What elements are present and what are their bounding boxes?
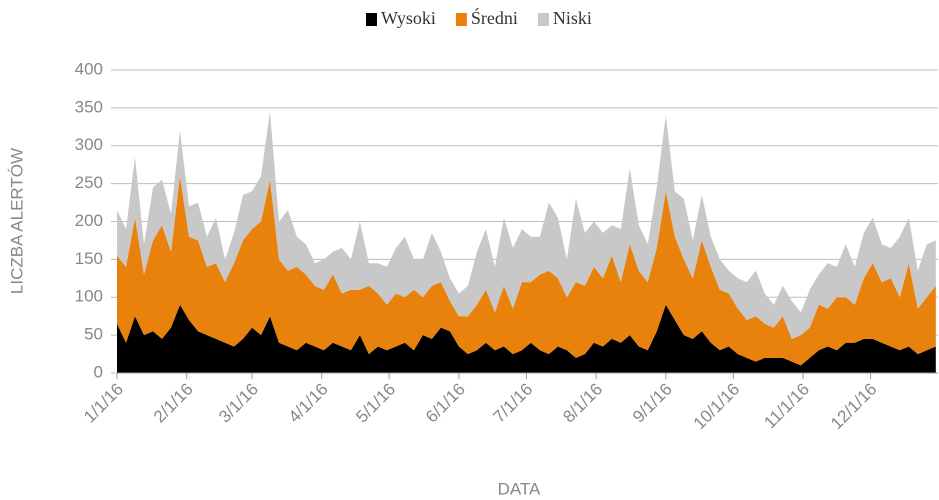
x-tick-label: 2/1/16 [150,380,197,427]
y-tick-label: 350 [75,97,103,116]
x-tick-label: 6/1/16 [422,380,469,427]
x-tick-label: 7/1/16 [490,380,537,427]
y-tick-label: 100 [75,287,103,306]
x-tick-label: 8/1/16 [559,380,606,427]
legend-swatch [455,13,467,26]
area [117,176,936,366]
x-axis-label: DATA [498,479,541,498]
x-tick-label: 5/1/16 [352,380,399,427]
legend-swatch [366,13,377,26]
y-tick-label: 0 [94,362,103,381]
area [117,304,936,373]
y-axis-label: LICZBA ALERTÓW [7,148,26,294]
area [117,111,936,339]
y-tick-label: 400 [75,59,103,78]
legend-label: Niski [553,8,592,28]
y-tick-label: 300 [75,135,103,154]
legend-label: Średni [471,7,518,28]
x-tick-label: 9/1/16 [629,380,676,427]
x-tick-label: 1/1/16 [80,380,127,427]
y-tick-label: 150 [75,249,103,268]
legend-swatch [537,13,549,26]
y-tick-label: 250 [75,173,103,192]
x-tick-label: 11/1/16 [760,380,813,433]
x-tick-label: 3/1/16 [215,380,262,427]
x-tick-label: 4/1/16 [285,380,332,427]
y-tick-label: 50 [84,325,103,344]
x-tick-label: 12/1/16 [827,380,881,434]
x-tick-label: 10/1/16 [690,380,744,434]
legend-label: Wysoki [381,8,436,28]
y-tick-label: 200 [75,211,103,230]
